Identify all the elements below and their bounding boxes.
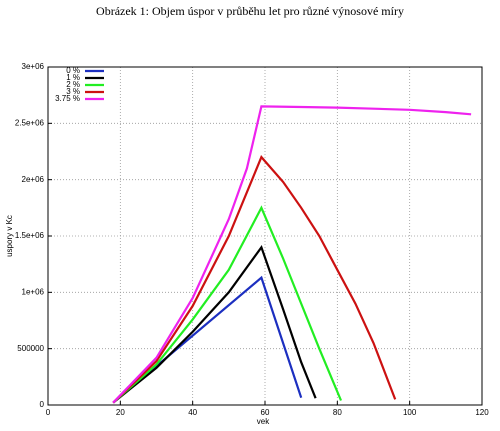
x-tick-label: 20 [116, 408, 125, 417]
y-tick-label: 2e+06 [22, 175, 45, 184]
y-tick-label: 0 [40, 400, 45, 409]
y-tick-label: 1.5e+06 [15, 231, 45, 240]
line-series [112, 105, 472, 404]
x-tick-label: 40 [188, 408, 197, 417]
x-tick-label: 120 [475, 408, 489, 417]
y-axis-label: uspory v Kc [5, 215, 14, 257]
plot-frame [47, 66, 483, 406]
legend-label: 0 % [66, 66, 80, 75]
line-series [112, 155, 397, 404]
x-tick-label: 60 [261, 408, 270, 417]
legend-label: 2 % [66, 80, 80, 89]
line-series [112, 244, 317, 404]
x-tick-label: 100 [403, 408, 417, 417]
y-tick-label: 500000 [17, 344, 44, 353]
legend-label: 3.75 % [55, 94, 80, 103]
x-axis-label: vek [257, 417, 270, 426]
legend-label: 1 % [66, 73, 80, 82]
line-series [112, 275, 303, 404]
y-tick-label: 2.5e+06 [15, 118, 45, 127]
y-tick-label: 1e+06 [22, 287, 45, 296]
line-series [112, 205, 343, 404]
x-tick-label: 0 [46, 408, 51, 417]
y-tick-label: 3e+06 [22, 62, 45, 71]
chart-title: Obrázek 1: Objem úspor v průběhu let pro… [96, 4, 404, 18]
x-tick-label: 80 [333, 408, 342, 417]
legend-label: 3 % [66, 87, 80, 96]
